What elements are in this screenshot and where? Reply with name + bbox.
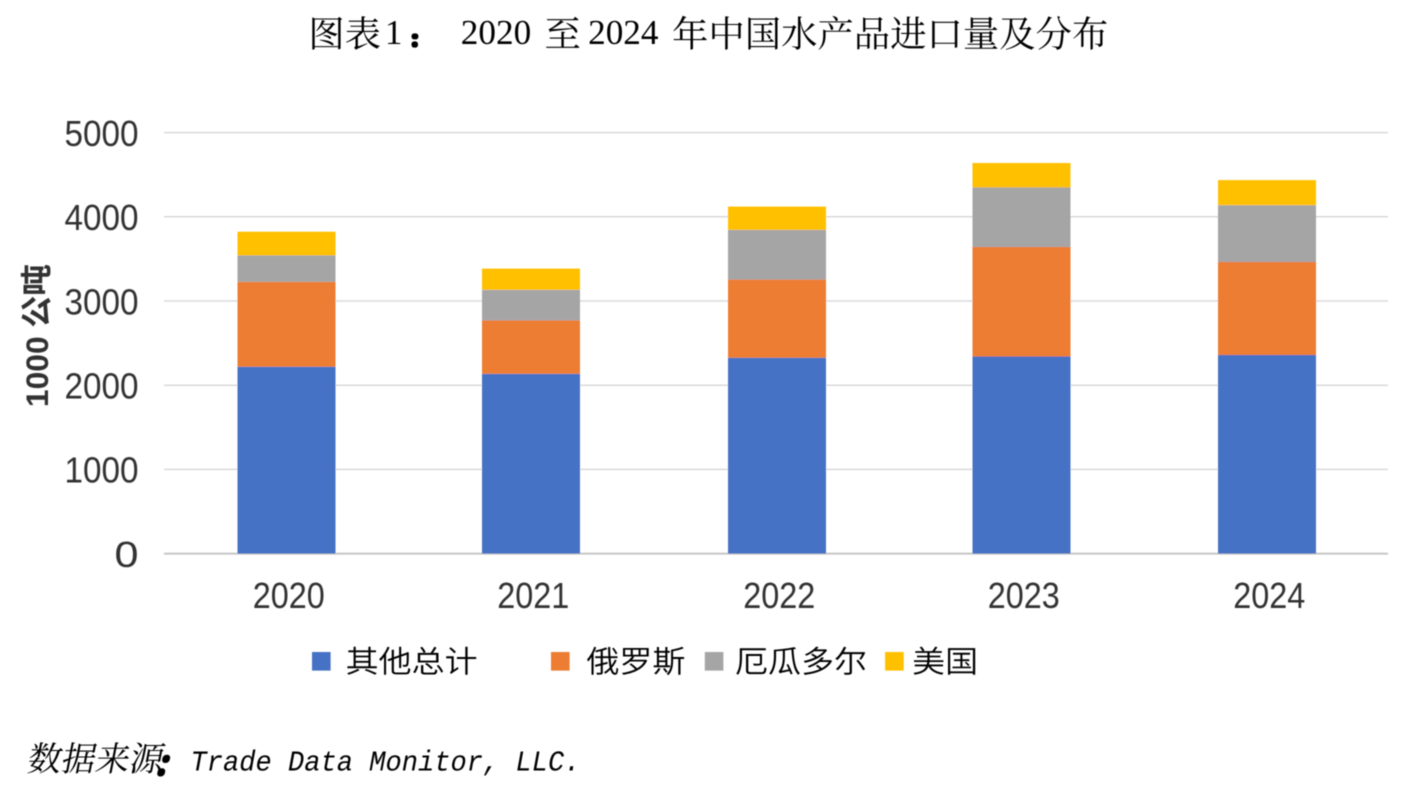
svg-text:2023: 2023 [988,575,1060,616]
svg-text:2020: 2020 [461,13,531,52]
svg-text:2022: 2022 [743,575,815,616]
svg-text:2024: 2024 [588,13,659,52]
svg-text:2021: 2021 [497,575,569,616]
svg-text:Trade Data Monitor, LLC.: Trade Data Monitor, LLC. [191,747,581,780]
svg-text:2000: 2000 [65,366,139,407]
svg-text:3000: 3000 [65,281,139,322]
svg-text:4000: 4000 [65,197,139,238]
svg-text:1000: 1000 [19,336,55,407]
svg-text:1: 1 [385,13,403,52]
svg-text:2020: 2020 [253,575,325,616]
svg-text:2024: 2024 [1233,575,1305,616]
svg-text:5000: 5000 [65,113,139,154]
svg-text:0: 0 [115,534,139,575]
svg-text:1000: 1000 [65,450,139,491]
